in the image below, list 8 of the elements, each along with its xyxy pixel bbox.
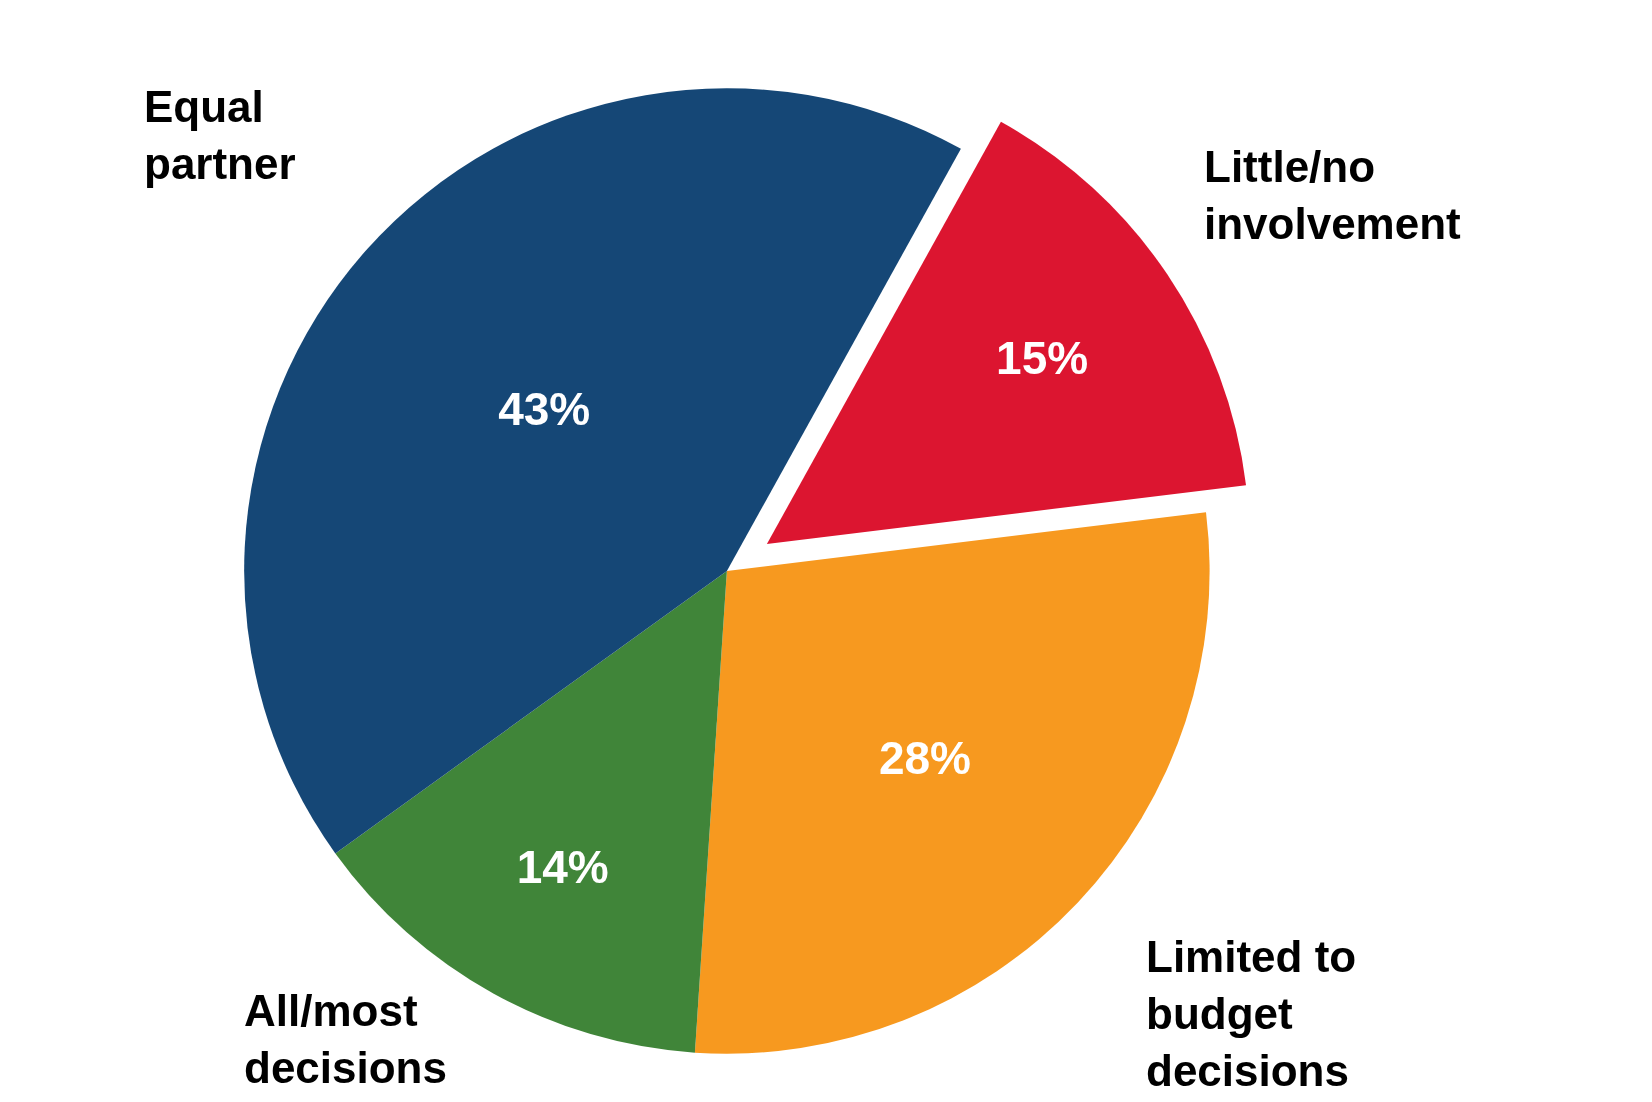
slice-label: Equal partner	[144, 82, 296, 189]
data-label: 43%	[498, 382, 591, 435]
slice-label: Limited to budget decisions	[1146, 932, 1357, 1096]
data-label: 28%	[878, 732, 972, 785]
data-label: 14%	[516, 841, 609, 894]
slice-label: Little/no involvement	[1204, 142, 1462, 249]
slice-label: All/most decisions	[244, 986, 447, 1093]
data-label: 15%	[996, 332, 1089, 385]
